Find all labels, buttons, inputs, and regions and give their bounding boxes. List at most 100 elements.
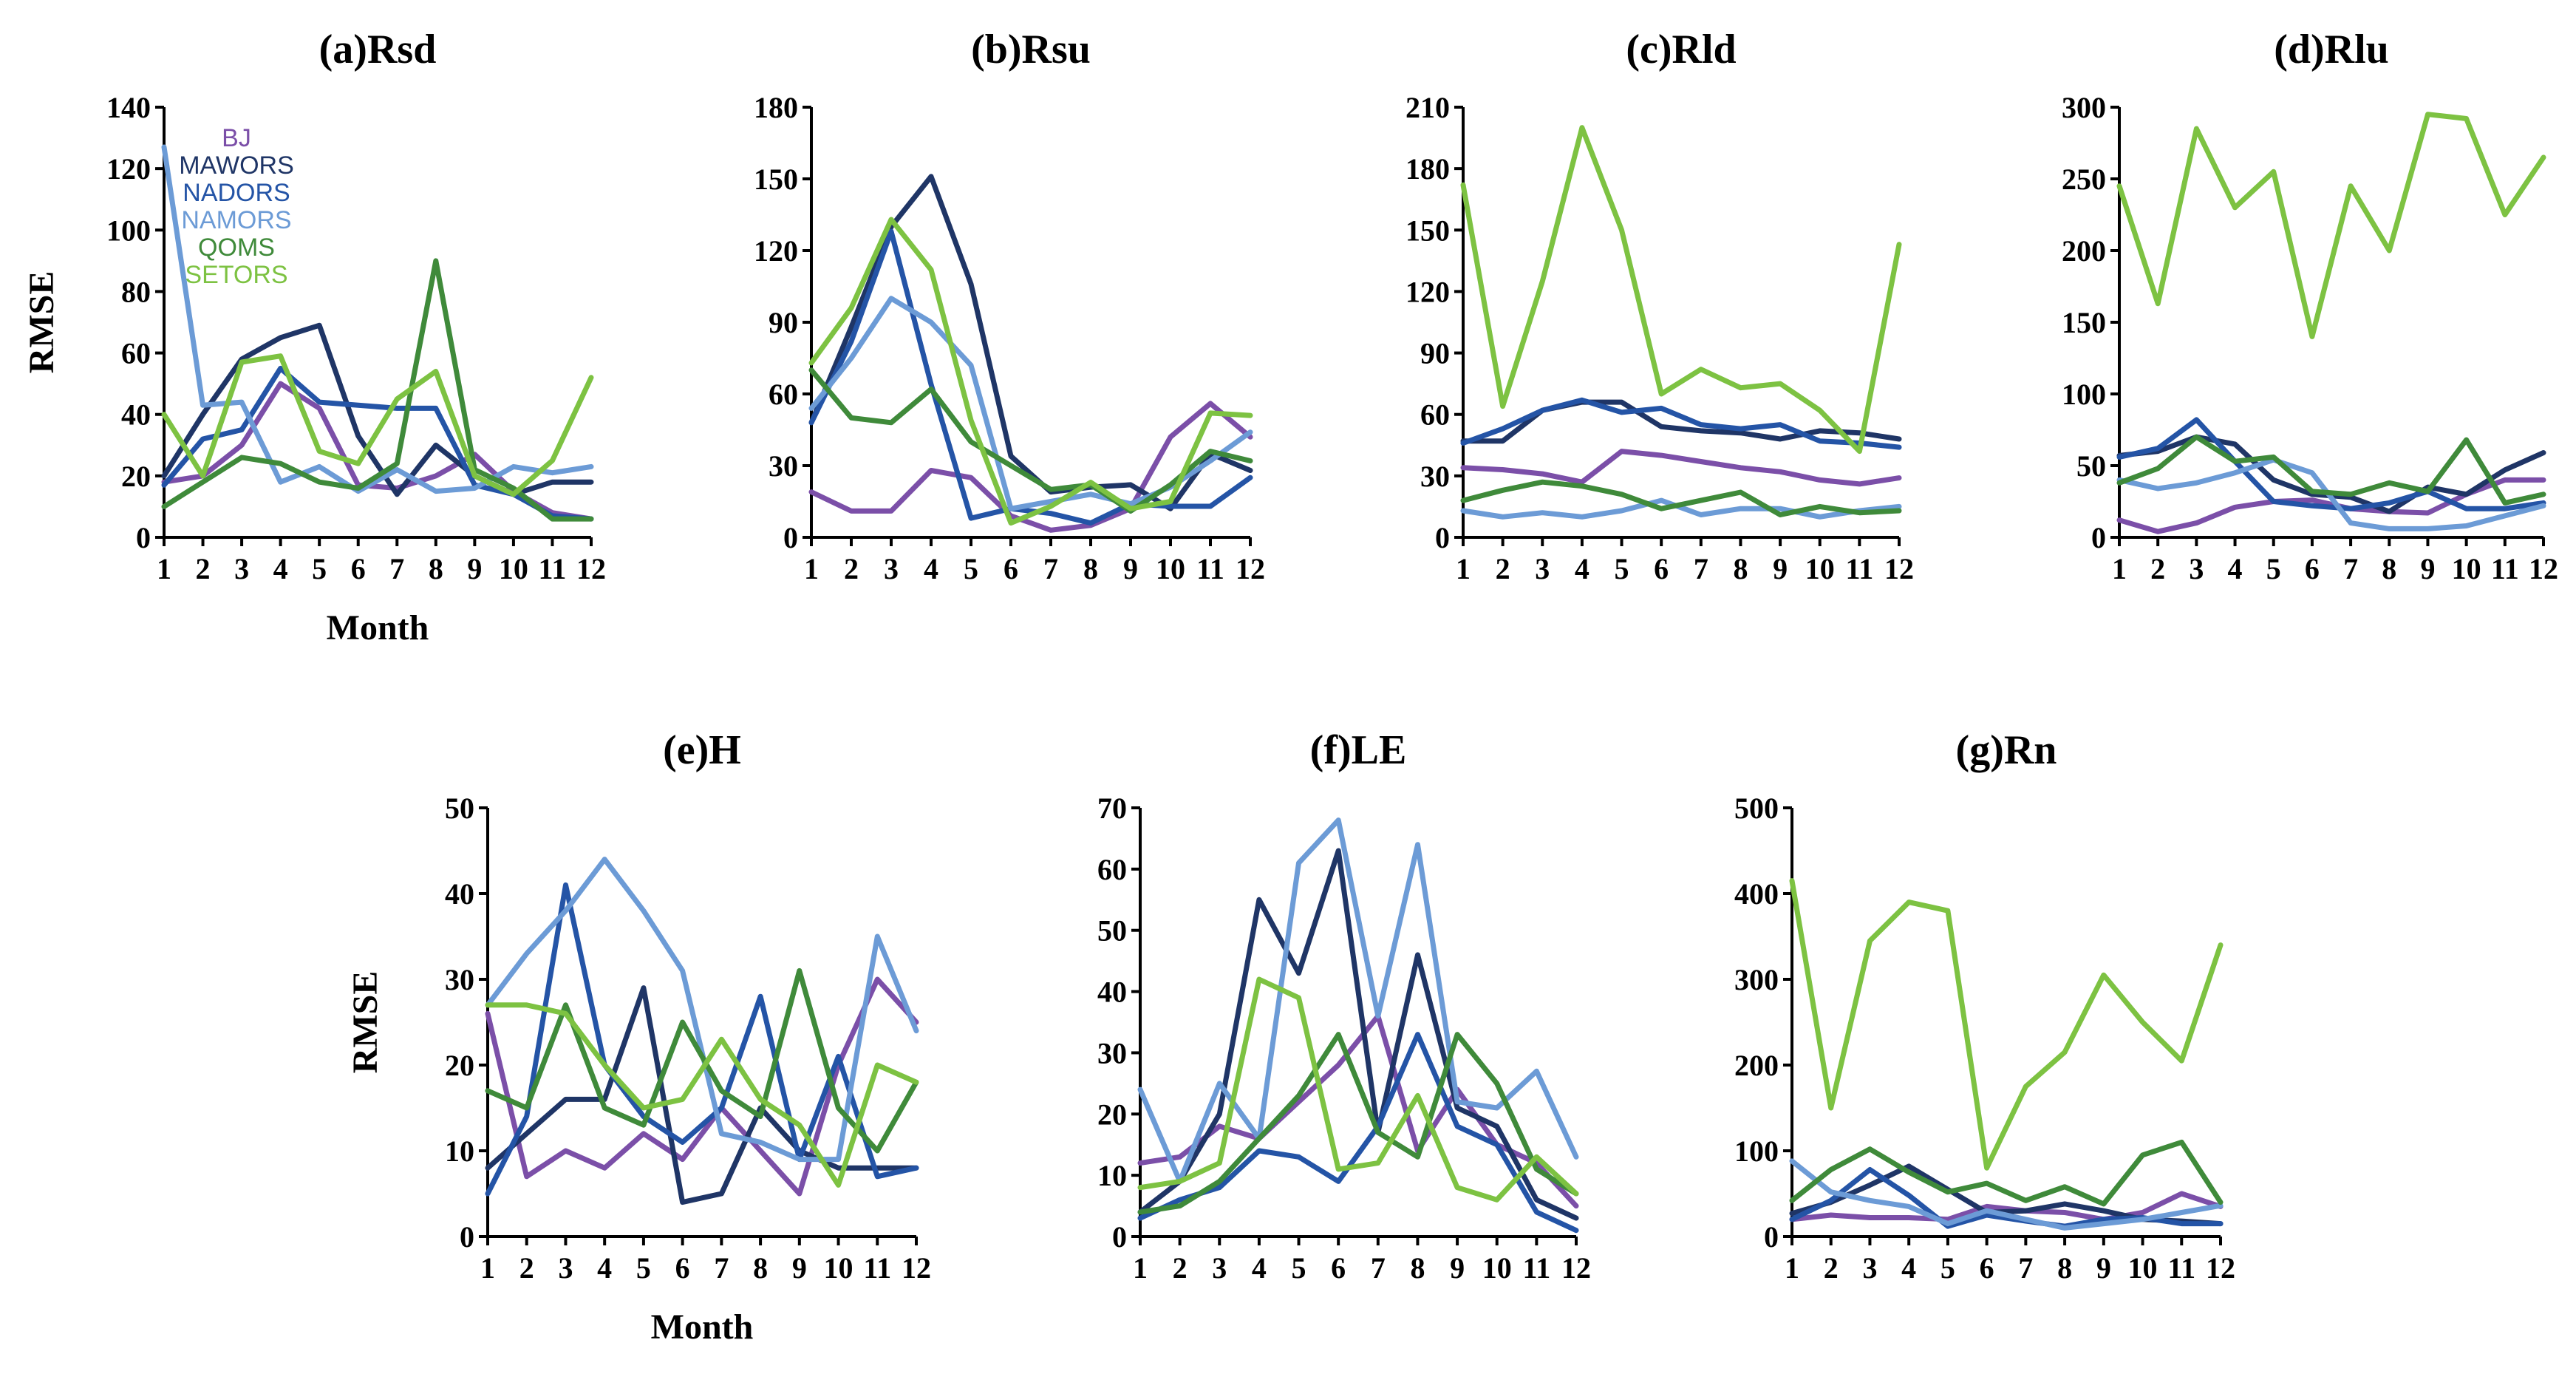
legend-item-qoms: QOMS bbox=[198, 234, 275, 262]
x-tick-label: 11 bbox=[2167, 1251, 2195, 1285]
y-tick-label: 100 bbox=[106, 214, 151, 247]
x-tick-label: 12 bbox=[1884, 552, 1914, 585]
x-tick-label: 1 bbox=[1785, 1251, 1799, 1285]
x-tick-label: 10 bbox=[1156, 552, 1185, 585]
y-tick-label: 180 bbox=[1405, 152, 1450, 186]
x-tick-label: 8 bbox=[753, 1251, 768, 1285]
series-line-nadors bbox=[161, 365, 594, 522]
series-line-namors bbox=[161, 144, 594, 494]
y-tick-label: 0 bbox=[136, 521, 151, 554]
chart-title: (g)Rn bbox=[1956, 727, 2057, 773]
y-tick-label: 40 bbox=[1097, 976, 1127, 1009]
series-line-mawors bbox=[1137, 848, 1579, 1221]
chart-title: (a)Rsd bbox=[319, 27, 437, 72]
y-tick-label: 40 bbox=[121, 398, 151, 432]
y-tick-label: 60 bbox=[1097, 853, 1127, 886]
x-tick-label: 3 bbox=[884, 552, 899, 585]
x-tick-label: 7 bbox=[1694, 552, 1708, 585]
y-tick-label: 200 bbox=[1734, 1049, 1779, 1082]
y-tick-label: 10 bbox=[1097, 1159, 1127, 1192]
series-line-nadors bbox=[808, 228, 1253, 526]
x-tick-label: 9 bbox=[2420, 552, 2435, 585]
y-tick-label: 120 bbox=[106, 152, 151, 186]
x-tick-label: 7 bbox=[389, 552, 404, 585]
y-tick-label: 500 bbox=[1734, 792, 1779, 825]
y-tick-label: 0 bbox=[1435, 521, 1450, 554]
y-axis-label: RMSE bbox=[346, 971, 385, 1074]
x-tick-label: 8 bbox=[429, 552, 443, 585]
series-line-qoms bbox=[808, 367, 1253, 514]
x-tick-label: 4 bbox=[597, 1251, 612, 1285]
y-tick-label: 80 bbox=[121, 275, 151, 308]
x-tick-label: 5 bbox=[312, 552, 327, 585]
series-line-bj bbox=[485, 976, 919, 1197]
series-line-setors bbox=[1137, 976, 1579, 1203]
x-tick-label: 9 bbox=[792, 1251, 807, 1285]
y-tick-label: 50 bbox=[445, 792, 474, 825]
series-line-nadors bbox=[1460, 397, 1902, 450]
x-tick-label: 3 bbox=[558, 1251, 573, 1285]
y-tick-label: 90 bbox=[1420, 337, 1450, 370]
chart-title: (f)LE bbox=[1310, 727, 1407, 773]
x-tick-label: 5 bbox=[964, 552, 978, 585]
x-tick-label: 3 bbox=[1862, 1251, 1877, 1285]
x-tick-label: 12 bbox=[576, 552, 606, 585]
series-line-setors bbox=[808, 217, 1253, 526]
x-tick-label: 8 bbox=[1733, 552, 1748, 585]
series-line-qoms bbox=[161, 258, 594, 522]
x-tick-label: 11 bbox=[1845, 552, 1873, 585]
y-tick-label: 150 bbox=[2062, 306, 2106, 339]
y-tick-label: 20 bbox=[445, 1049, 474, 1082]
series-line-setors bbox=[161, 353, 594, 497]
chart-title: (e)H bbox=[663, 727, 741, 773]
series-line-bj bbox=[1789, 1191, 2224, 1222]
x-tick-label: 10 bbox=[499, 552, 528, 585]
x-tick-label: 3 bbox=[1212, 1251, 1227, 1285]
x-tick-label: 2 bbox=[1824, 1251, 1839, 1285]
y-tick-label: 0 bbox=[1112, 1220, 1127, 1254]
x-tick-label: 5 bbox=[1292, 1251, 1306, 1285]
x-tick-label: 10 bbox=[1805, 552, 1835, 585]
chart-title: (d)Rlu bbox=[2274, 27, 2389, 72]
y-tick-label: 60 bbox=[769, 378, 798, 411]
y-tick-label: 50 bbox=[1097, 914, 1127, 948]
x-tick-label: 2 bbox=[1496, 552, 1510, 585]
x-tick-label: 4 bbox=[924, 552, 938, 585]
x-tick-label: 12 bbox=[1236, 552, 1265, 585]
y-tick-label: 120 bbox=[754, 234, 798, 268]
y-tick-label: 60 bbox=[121, 337, 151, 370]
x-tick-label: 3 bbox=[2189, 552, 2204, 585]
y-tick-label: 30 bbox=[1097, 1036, 1127, 1069]
x-tick-label: 7 bbox=[714, 1251, 729, 1285]
x-tick-label: 10 bbox=[2452, 552, 2481, 585]
x-tick-label: 11 bbox=[1196, 552, 1224, 585]
y-tick-label: 0 bbox=[783, 521, 798, 554]
x-tick-label: 3 bbox=[234, 552, 249, 585]
series-line-bj bbox=[1460, 449, 1902, 487]
x-tick-label: 1 bbox=[2112, 552, 2127, 585]
series-line-setors bbox=[2116, 112, 2546, 339]
x-tick-label: 11 bbox=[539, 552, 567, 585]
series-line-namors bbox=[2116, 457, 2546, 531]
x-tick-label: 9 bbox=[1123, 552, 1138, 585]
y-tick-label: 0 bbox=[1764, 1220, 1779, 1254]
x-tick-label: 2 bbox=[519, 1251, 534, 1285]
series-line-qoms bbox=[1137, 1032, 1579, 1215]
x-tick-label: 3 bbox=[1535, 552, 1550, 585]
series-line-qoms bbox=[2116, 434, 2546, 506]
series-line-bj bbox=[808, 401, 1253, 533]
legend-item-bj: BJ bbox=[222, 124, 251, 152]
x-tick-label: 1 bbox=[157, 552, 171, 585]
x-tick-label: 7 bbox=[1043, 552, 1058, 585]
series-line-bj bbox=[1137, 1013, 1579, 1209]
chart-title: (b)Rsu bbox=[971, 27, 1091, 72]
x-tick-label: 4 bbox=[1901, 1251, 1916, 1285]
y-tick-label: 40 bbox=[445, 877, 474, 911]
y-tick-label: 180 bbox=[754, 91, 798, 124]
x-tick-label: 1 bbox=[804, 552, 819, 585]
y-tick-label: 300 bbox=[2062, 91, 2106, 124]
